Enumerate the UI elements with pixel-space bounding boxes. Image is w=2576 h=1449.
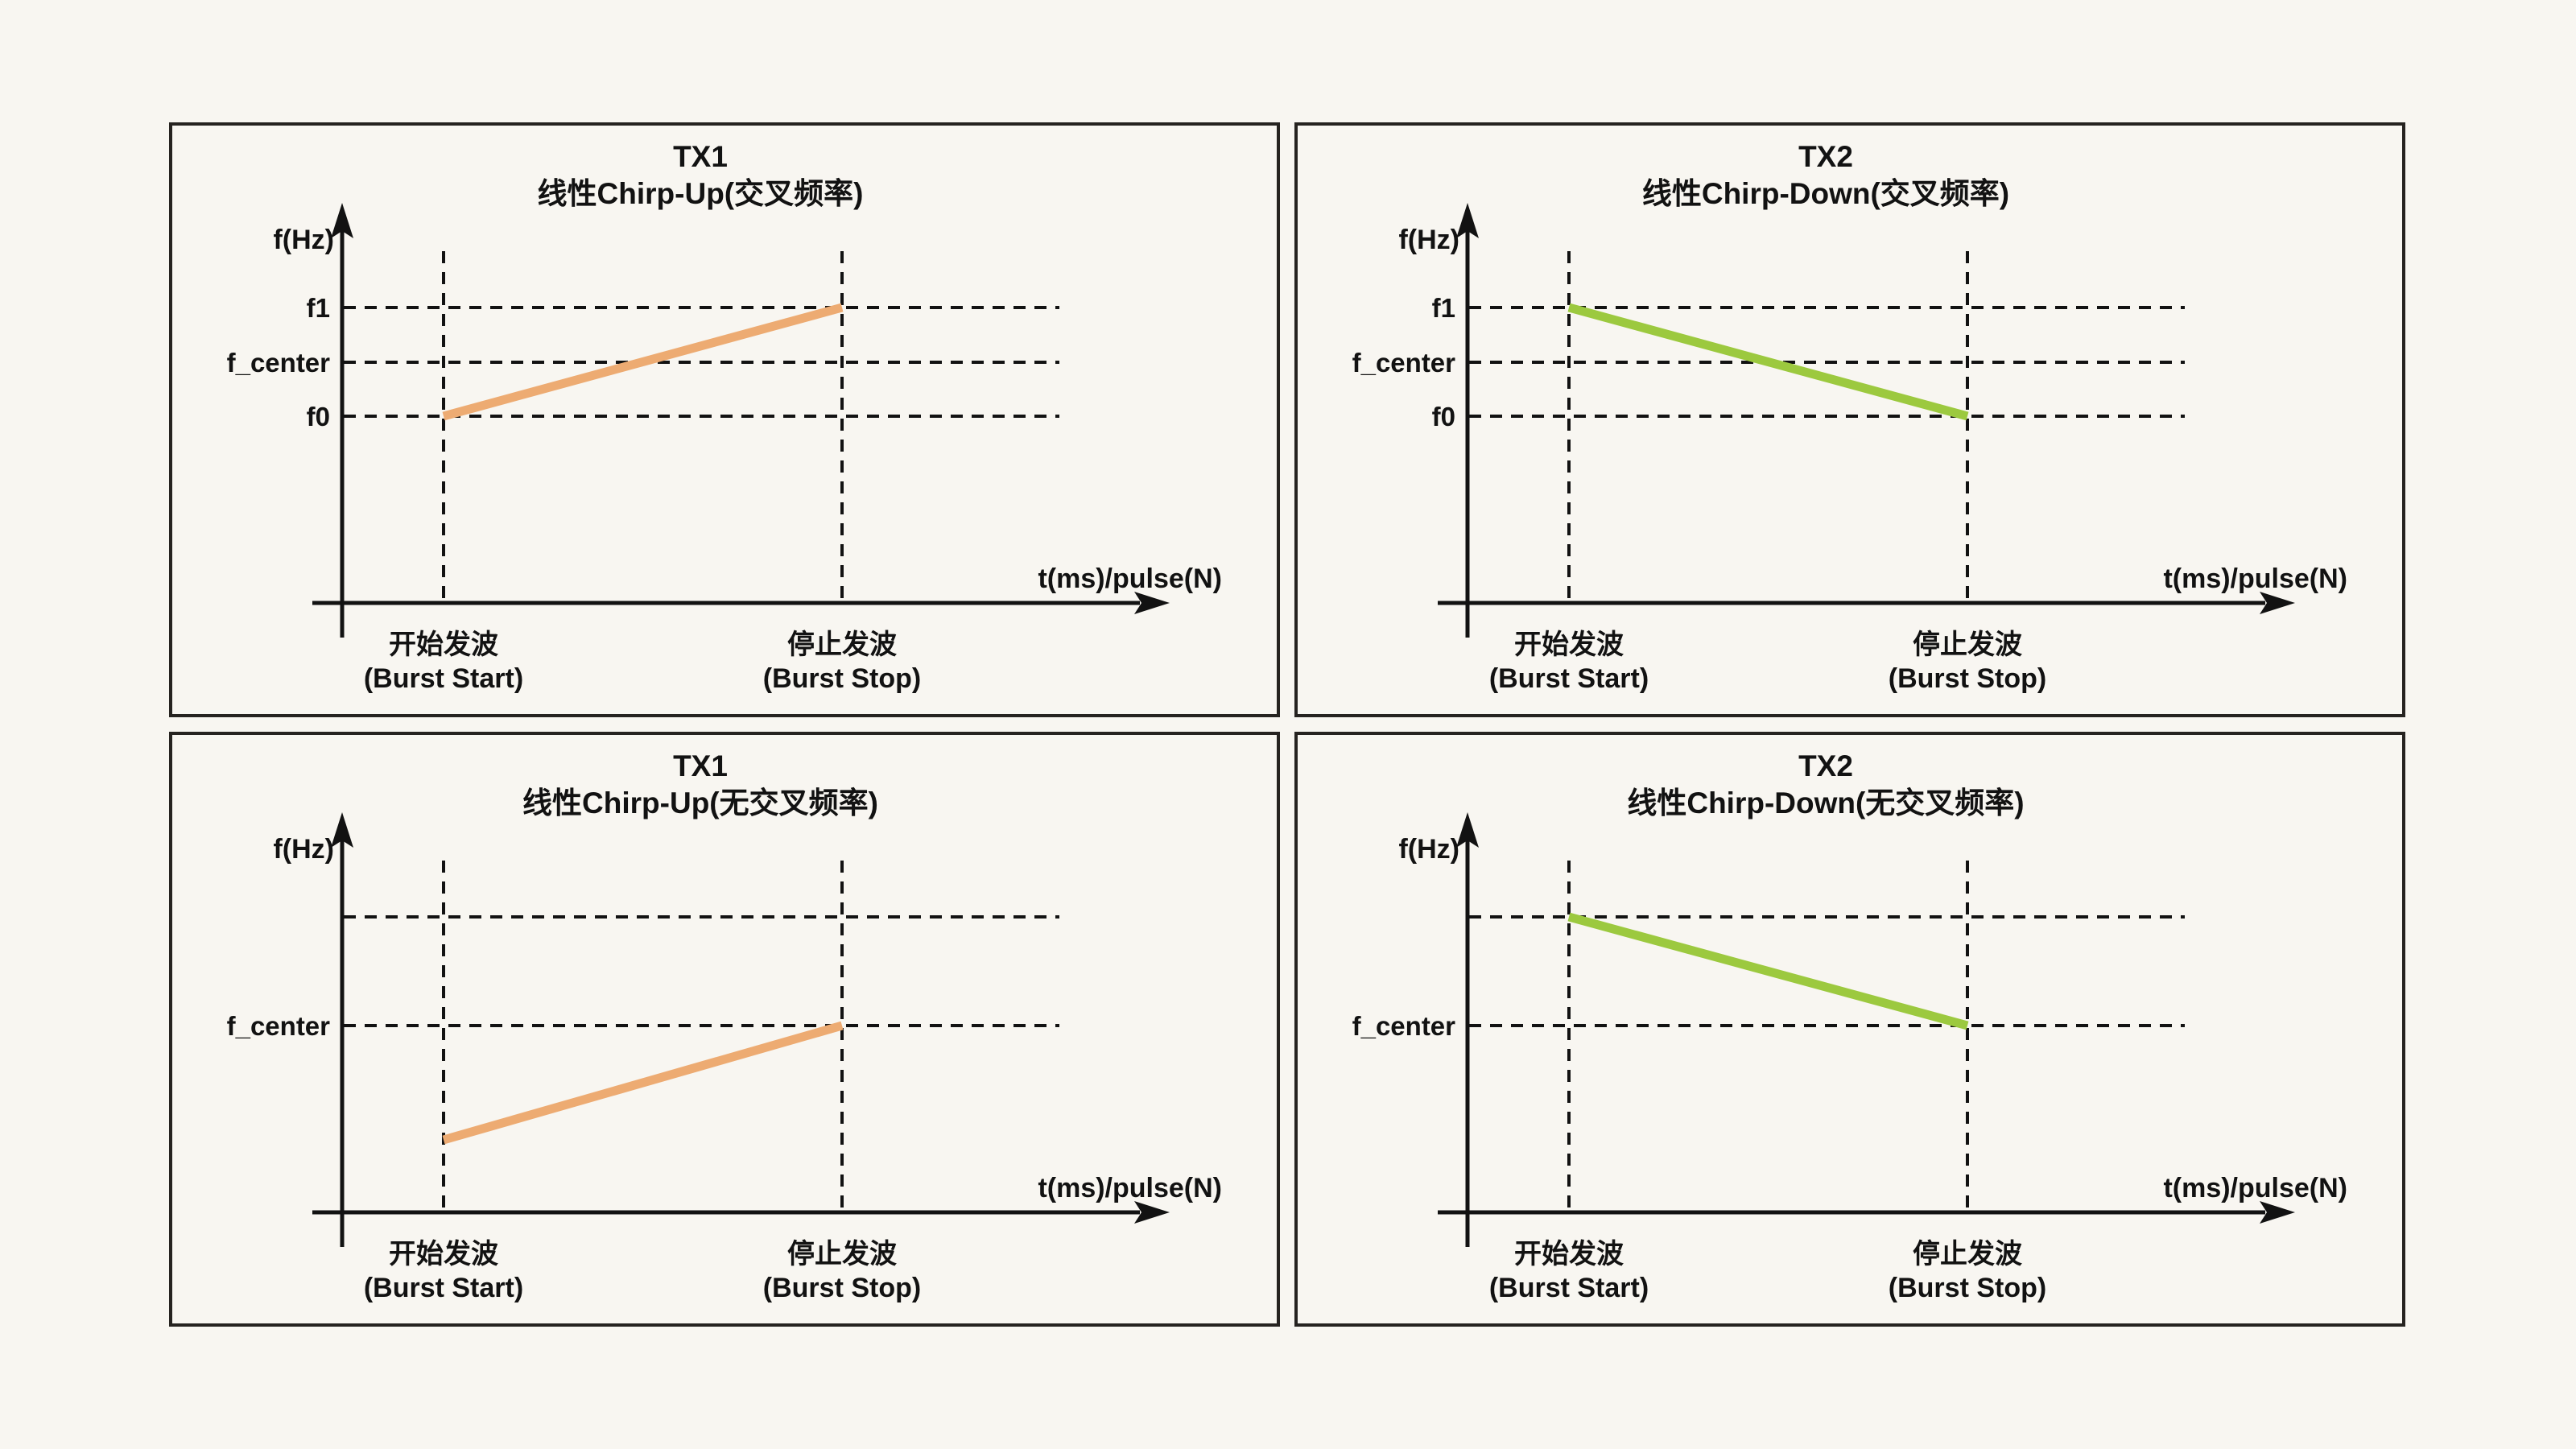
x-tick-burst-start-en: (Burst Start) xyxy=(364,663,523,694)
x-axis-arrow-icon xyxy=(2260,592,2295,614)
x-axis-arrow-icon xyxy=(1134,1201,1170,1224)
panel-title-line2: 线性Chirp-Down(交叉频率) xyxy=(1642,176,2009,210)
y-axis-arrow-icon xyxy=(1456,203,1479,238)
y-tick-f0: f0 xyxy=(307,402,330,431)
y-tick-f1: f1 xyxy=(307,293,330,323)
y-axis-arrow-icon xyxy=(331,203,353,238)
panel-tx2-crossed: TX2 线性Chirp-Down(交叉频率) f(Hz) f1 f_center… xyxy=(1294,122,2405,717)
y-tick-f-center: f_center xyxy=(1352,1011,1456,1041)
panel-border xyxy=(1294,732,2405,1327)
x-tick-burst-start-en: (Burst Start) xyxy=(1489,663,1649,694)
x-tick-burst-start-en: (Burst Start) xyxy=(364,1273,523,1303)
y-axis-label: f(Hz) xyxy=(273,225,334,255)
y-axis-arrow-icon xyxy=(1456,812,1479,848)
panel-tx2-noncrossed: TX2 线性Chirp-Down(无交叉频率) f(Hz) f_center t… xyxy=(1294,732,2405,1327)
x-axis-label: t(ms)/pulse(N) xyxy=(1038,564,1222,594)
panel-border xyxy=(1294,122,2405,717)
y-tick-f1: f1 xyxy=(1432,293,1455,323)
y-tick-f-center: f_center xyxy=(1352,348,1456,378)
y-tick-f-center: f_center xyxy=(227,1011,331,1041)
x-tick-burst-start-cn: 开始发波 xyxy=(1514,630,1624,660)
x-tick-burst-stop-cn: 停止发波 xyxy=(1913,1239,2022,1269)
y-axis-label: f(Hz) xyxy=(1398,225,1459,255)
y-axis-label: f(Hz) xyxy=(1398,834,1459,865)
panel-border xyxy=(169,122,1280,717)
x-tick-burst-stop-cn: 停止发波 xyxy=(1913,630,2022,660)
chirp-line-tx1 xyxy=(442,303,844,421)
panel-tx1-noncrossed: TX1 线性Chirp-Up(无交叉频率) f(Hz) f_center t(m… xyxy=(169,732,1280,1327)
y-tick-f-center: f_center xyxy=(227,348,331,378)
x-tick-burst-stop-cn: 停止发波 xyxy=(787,1239,897,1269)
x-axis-label: t(ms)/pulse(N) xyxy=(1038,1173,1222,1203)
panel-title-line2: 线性Chirp-Up(无交叉频率) xyxy=(522,786,878,819)
panel-title-line1: TX1 xyxy=(673,140,728,173)
x-tick-burst-stop-en: (Burst Stop) xyxy=(763,1273,921,1303)
x-tick-burst-start-cn: 开始发波 xyxy=(389,630,498,660)
panel-title-line2: 线性Chirp-Down(无交叉频率) xyxy=(1627,786,2024,819)
x-tick-burst-start-en: (Burst Start) xyxy=(1489,1273,1649,1303)
chirp-line-tx2 xyxy=(1567,912,1969,1030)
y-tick-f0: f0 xyxy=(1432,402,1455,431)
x-tick-burst-start-cn: 开始发波 xyxy=(1514,1239,1624,1269)
x-axis-arrow-icon xyxy=(1134,592,1170,614)
x-axis-label: t(ms)/pulse(N) xyxy=(2163,564,2347,594)
chirp-line-tx1 xyxy=(442,1021,844,1145)
y-axis-label: f(Hz) xyxy=(273,834,334,865)
chirp-line-tx2 xyxy=(1567,303,1969,421)
x-tick-burst-stop-cn: 停止发波 xyxy=(787,630,897,660)
panel-title-line1: TX2 xyxy=(1798,749,1853,782)
x-tick-burst-start-cn: 开始发波 xyxy=(389,1239,498,1269)
panel-title-line1: TX2 xyxy=(1798,140,1853,173)
panel-border xyxy=(169,732,1280,1327)
x-axis-label: t(ms)/pulse(N) xyxy=(2163,1173,2347,1203)
x-tick-burst-stop-en: (Burst Stop) xyxy=(763,663,921,694)
panel-tx1-crossed: TX1 线性Chirp-Up(交叉频率) f(Hz) f1 f_center f… xyxy=(169,122,1280,717)
panel-title-line2: 线性Chirp-Up(交叉频率) xyxy=(538,176,864,210)
y-axis-arrow-icon xyxy=(331,812,353,848)
panel-title-line1: TX1 xyxy=(673,749,728,782)
x-tick-burst-stop-en: (Burst Stop) xyxy=(1889,1273,2046,1303)
x-axis-arrow-icon xyxy=(2260,1201,2295,1224)
x-tick-burst-stop-en: (Burst Stop) xyxy=(1889,663,2046,694)
